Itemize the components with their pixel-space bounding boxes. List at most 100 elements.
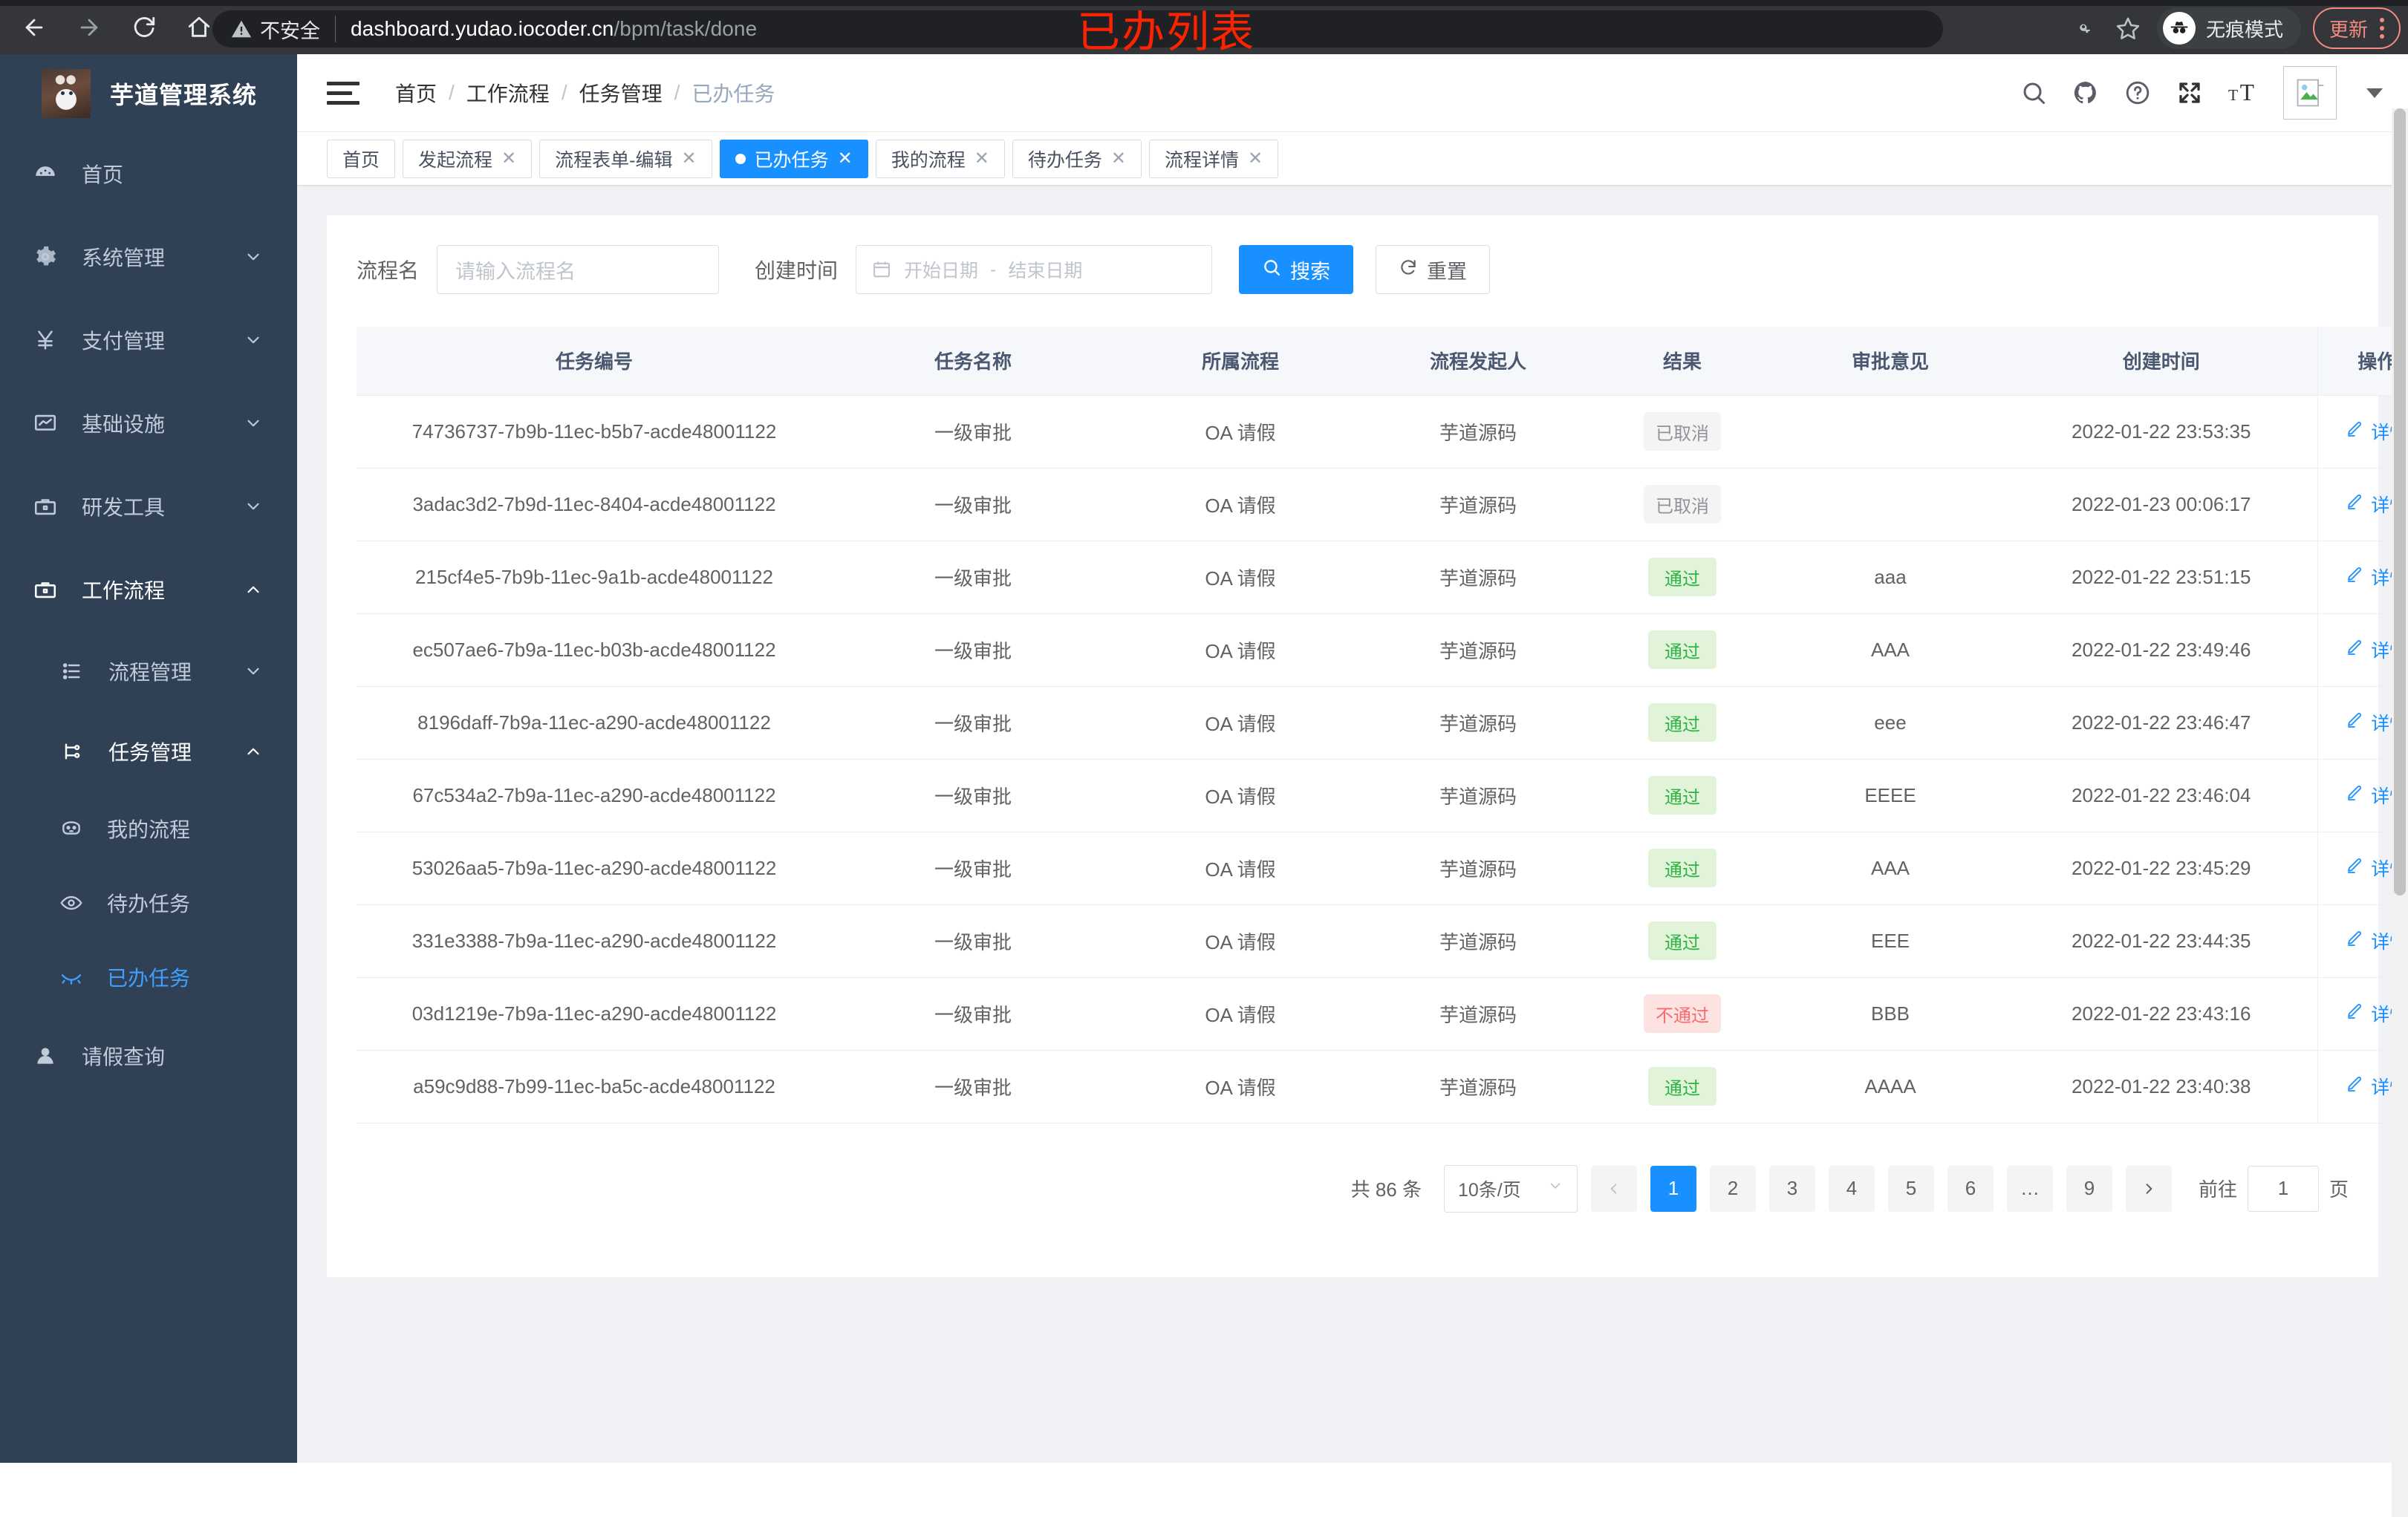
close-icon[interactable]: ✕ [501, 148, 517, 169]
status-badge: 通过 [1648, 921, 1716, 960]
pagination: 共 86 条 10条/页 1 2 3 4 5 6 [357, 1123, 2349, 1245]
sidebar-item-label: 基础设施 [82, 413, 166, 436]
gear-icon [28, 244, 62, 270]
close-icon[interactable]: ✕ [974, 148, 989, 169]
chevron-down-icon [244, 497, 263, 516]
sidebar-item-task-management[interactable]: 任务管理 [0, 711, 297, 792]
edit-pencil-icon [2346, 711, 2363, 734]
sidebar-item-todo-task[interactable]: 待办任务 [0, 866, 297, 940]
close-icon[interactable]: ✕ [837, 148, 853, 169]
close-icon[interactable]: ✕ [1247, 148, 1263, 169]
address-bar[interactable]: 不安全 dashboard.yudao.iocoder.cn/bpm/task/… [212, 10, 1943, 48]
sidebar-item-label: 首页 [82, 163, 124, 186]
help-circle-icon[interactable] [2124, 79, 2151, 106]
sidebar-item-label: 流程管理 [108, 661, 192, 684]
sidebar-item-payment[interactable]: 支付管理 [0, 298, 297, 382]
tab-home[interactable]: 首页 [327, 139, 396, 178]
search-button[interactable]: 搜索 [1239, 245, 1354, 294]
update-button[interactable]: 更新 [2312, 7, 2401, 49]
pagination-page-9[interactable]: 9 [2066, 1165, 2112, 1212]
close-icon[interactable]: ✕ [681, 148, 697, 169]
list-icon [55, 659, 89, 683]
cell-created-time: 2022-01-22 23:49:46 [2005, 613, 2317, 687]
cell-task-id: 53026aa5-7b9a-11ec-a290-acde48001122 [357, 832, 832, 905]
jump-page-input[interactable]: 1 [2247, 1165, 2319, 1212]
table-row: a59c9d88-7b99-11ec-ba5c-acde48001122 一级审批… [357, 1050, 2408, 1123]
hamburger-icon[interactable] [327, 81, 359, 105]
home-icon[interactable] [175, 4, 223, 51]
reload-icon[interactable] [120, 4, 168, 51]
pagination-page-1[interactable]: 1 [1650, 1165, 1696, 1212]
back-arrow-icon[interactable] [10, 4, 58, 51]
pagination-prev-button[interactable] [1590, 1165, 1637, 1212]
calendar-icon [871, 259, 892, 280]
page-scrollbar[interactable] [2392, 108, 2408, 1517]
column-task-name: 任务名称 [832, 327, 1114, 396]
star-icon[interactable] [2106, 7, 2150, 50]
cell-task-name: 一级审批 [832, 686, 1114, 760]
tab-process-detail[interactable]: 流程详情 ✕ [1148, 139, 1279, 178]
search-icon[interactable] [2020, 79, 2047, 106]
cell-task-name: 一级审批 [832, 1050, 1114, 1123]
pagination-page-2[interactable]: 2 [1709, 1165, 1756, 1212]
sidebar-item-label: 已办任务 [107, 967, 191, 990]
date-range-picker[interactable]: 开始日期 - 结束日期 [856, 245, 1213, 294]
sidebar-logo[interactable]: 芋道管理系统 [0, 54, 297, 132]
pagination-ellipsis[interactable]: … [2006, 1165, 2053, 1212]
sidebar-item-done-task[interactable]: 已办任务 [0, 940, 297, 1014]
cell-process: OA 请假 [1114, 759, 1367, 832]
close-icon[interactable]: ✕ [1110, 148, 1126, 169]
sidebar-item-devtools[interactable]: 研发工具 [0, 465, 297, 548]
key-icon[interactable] [2063, 7, 2106, 50]
github-icon[interactable] [2072, 79, 2099, 106]
pagination-total: 共 86 条 [1350, 1178, 1422, 1201]
reset-button[interactable]: 重置 [1376, 245, 1491, 294]
tab-todo-task[interactable]: 待办任务 ✕ [1012, 139, 1142, 178]
forward-arrow-icon[interactable] [65, 4, 113, 51]
page-size-label: 10条/页 [1457, 1179, 1521, 1201]
fullscreen-icon[interactable] [2176, 79, 2203, 106]
sidebar-item-home[interactable]: 首页 [0, 132, 297, 215]
column-comment: 审批意见 [1775, 327, 2005, 396]
avatar[interactable] [2283, 66, 2337, 120]
status-badge: 通过 [1648, 776, 1716, 815]
breadcrumb-item-task-management[interactable]: 任务管理 [579, 82, 663, 105]
pagination-page-4[interactable]: 4 [1828, 1165, 1875, 1212]
incognito-indicator[interactable]: 无痕模式 [2156, 7, 2301, 49]
cell-result: 通过 [1589, 904, 1775, 978]
pagination-page-3[interactable]: 3 [1768, 1165, 1815, 1212]
process-name-label: 流程名 [357, 259, 420, 282]
pagination-page-5[interactable]: 5 [1887, 1165, 1934, 1212]
chevron-down-icon [244, 330, 263, 350]
tab-done-task[interactable]: 已办任务 ✕ [719, 139, 868, 178]
sidebar-item-system[interactable]: 系统管理 [0, 215, 297, 298]
dashboard-icon [28, 161, 62, 186]
page-size-select[interactable]: 10条/页 [1443, 1164, 1578, 1213]
breadcrumb-item-workflow[interactable]: 工作流程 [466, 82, 550, 105]
tab-process-form-edit[interactable]: 流程表单-编辑 ✕ [539, 139, 712, 178]
cell-task-name: 一级审批 [832, 977, 1114, 1051]
sidebar-item-workflow[interactable]: 工作流程 [0, 548, 297, 631]
scrollbar-thumb[interactable] [2394, 108, 2406, 895]
sidebar-item-infrastructure[interactable]: 基础设施 [0, 382, 297, 465]
table-header: 任务编号 任务名称 所属流程 流程发起人 结果 审批意见 创建时间 操作 [357, 327, 2408, 396]
pagination-next-button[interactable] [2125, 1165, 2172, 1212]
tab-my-process[interactable]: 我的流程 ✕ [875, 139, 1005, 178]
cell-starter: 芋道源码 [1367, 686, 1589, 760]
chevron-down-icon[interactable] [2366, 88, 2383, 98]
status-badge: 不通过 [1644, 994, 1721, 1033]
cell-process: OA 请假 [1114, 686, 1367, 760]
sidebar-item-my-process[interactable]: 我的流程 [0, 792, 297, 866]
eye-icon [55, 891, 88, 915]
tab-start-process[interactable]: 发起流程 ✕ [403, 139, 533, 178]
breadcrumb-item-home[interactable]: 首页 [395, 82, 437, 105]
sidebar-item-process-management[interactable]: 流程管理 [0, 631, 297, 711]
sidebar-item-label: 工作流程 [82, 579, 166, 602]
kebab-menu-icon[interactable] [2374, 18, 2390, 39]
search-input[interactable]: 请输入流程名 [437, 245, 720, 294]
status-badge: 通过 [1648, 630, 1716, 669]
pagination-page-6[interactable]: 6 [1947, 1165, 1994, 1212]
sidebar-item-leave-query[interactable]: 请假查询 [0, 1014, 297, 1097]
sidebar-logo-title: 芋道管理系统 [110, 81, 258, 108]
